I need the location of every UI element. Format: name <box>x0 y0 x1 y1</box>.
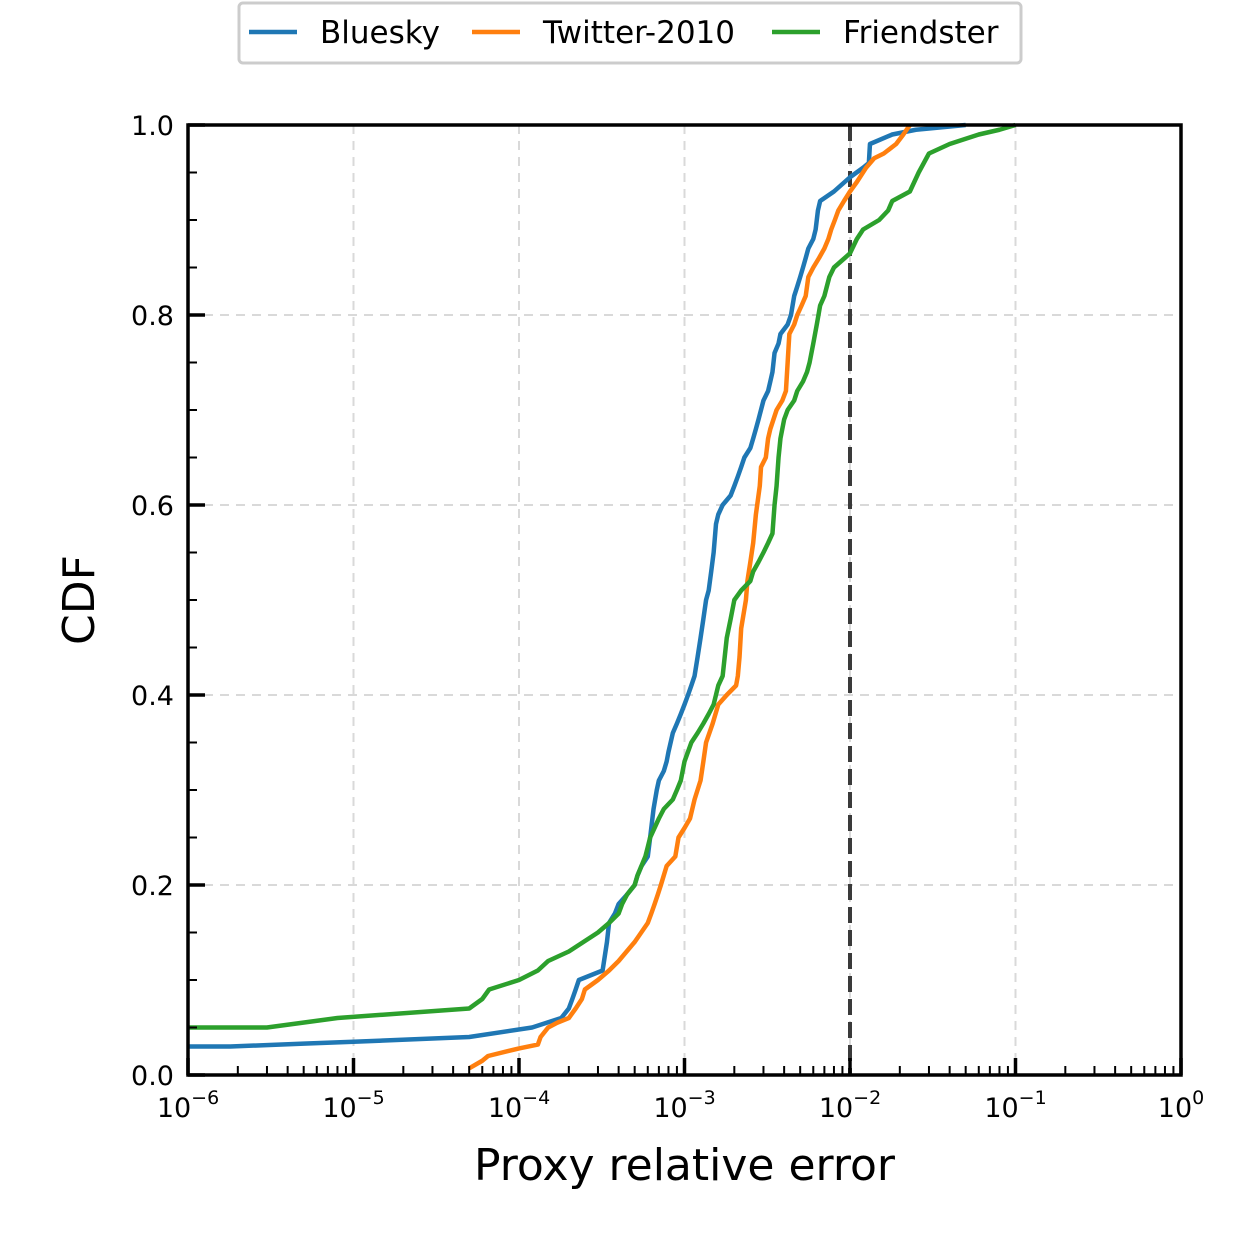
series-line-friendster <box>188 122 1017 1030</box>
x-tick-label: 100 <box>1158 1087 1204 1124</box>
x-tick-base: 10 <box>653 1093 687 1124</box>
axis-ticks <box>186 123 1183 1077</box>
x-tick-label: 10−3 <box>653 1087 715 1124</box>
y-tick-label: 0.2 <box>131 871 174 902</box>
x-tick-label: 10−6 <box>157 1087 219 1124</box>
x-tick-exponent: −6 <box>191 1087 219 1109</box>
x-tick-exponent: −3 <box>688 1087 716 1109</box>
x-tick-labels: 10−6 10−5 10−4 10−3 10−2 10−1 100 <box>157 1087 1204 1124</box>
x-tick-exponent: 0 <box>1192 1087 1204 1109</box>
y-axis-label: CDF <box>54 555 105 645</box>
series-line-twitter-2010 <box>468 123 912 1071</box>
x-tick-exponent: −5 <box>357 1087 385 1109</box>
x-tick-base: 10 <box>1158 1093 1192 1124</box>
x-tick-base: 10 <box>157 1093 191 1124</box>
x-tick-base: 10 <box>984 1093 1018 1124</box>
legend-label: Bluesky <box>320 15 440 51</box>
x-tick-label: 10−4 <box>488 1087 550 1124</box>
x-tick-label: 10−5 <box>322 1087 384 1124</box>
grid-lines <box>188 125 1181 1075</box>
x-axis-label: Proxy relative error <box>474 1140 896 1191</box>
x-tick-base: 10 <box>488 1093 522 1124</box>
series-lines <box>188 122 1017 1071</box>
y-tick-label: 0.8 <box>131 301 174 332</box>
legend-label: Twitter-2010 <box>542 15 735 51</box>
x-tick-label: 10−2 <box>819 1087 881 1124</box>
x-tick-label: 10−1 <box>984 1087 1046 1124</box>
y-tick-label: 1.0 <box>131 111 174 142</box>
y-tick-label: 0.4 <box>131 681 174 712</box>
legend: Bluesky Twitter-2010 Friendster <box>237 1 1023 65</box>
y-tick-labels: 0.0 0.2 0.4 0.6 0.8 1.0 <box>131 111 174 1092</box>
x-tick-base: 10 <box>322 1093 356 1124</box>
x-tick-exponent: −1 <box>1019 1087 1047 1109</box>
y-tick-label: 0.6 <box>131 491 174 522</box>
x-tick-exponent: −4 <box>522 1087 550 1109</box>
legend-label: Friendster <box>843 15 999 51</box>
x-tick-exponent: −2 <box>853 1087 881 1109</box>
x-tick-base: 10 <box>819 1093 853 1124</box>
legend-entries: Bluesky Twitter-2010 Friendster <box>249 15 999 51</box>
y-tick-label: 0.0 <box>131 1061 174 1092</box>
legend-box <box>237 1 1023 65</box>
